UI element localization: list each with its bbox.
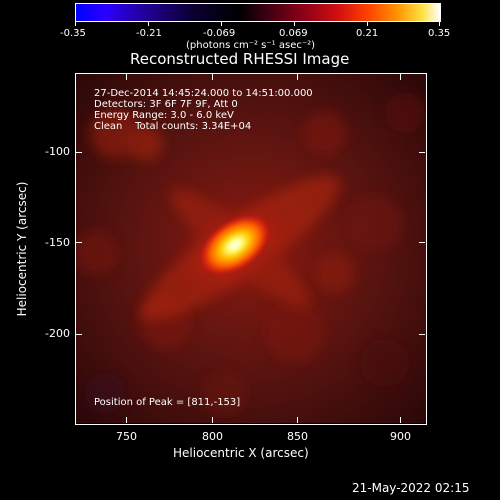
info-line-time: 27-Dec-2014 14:45:24.000 to 14:51:00.000 <box>94 88 313 99</box>
info-line-energy: Energy Range: 3.0 - 6.0 keV <box>94 110 234 121</box>
y-tick-label: -150 <box>45 236 70 249</box>
info-line-detectors: Detectors: 3F 6F 7F 9F, Att 0 <box>94 99 238 110</box>
colorbar-tick-label: -0.35 <box>60 28 86 39</box>
peak-position-label: Position of Peak = [811,-153] <box>94 397 241 408</box>
colorbar-units-label: (photons cm⁻² s⁻¹ asec⁻²) <box>186 40 316 51</box>
plot-frame <box>75 73 427 425</box>
colorbar-tick-label: -0.21 <box>136 28 162 39</box>
flare-heatmap <box>75 73 427 423</box>
colorbar-tick-label: 0.21 <box>356 28 379 39</box>
colorbar-tick-marks <box>75 21 441 27</box>
x-tick-label: 800 <box>202 430 223 443</box>
solar-image <box>75 73 427 423</box>
info-line-clean: Clean Total counts: 3.34E+04 <box>94 121 252 132</box>
x-tick-label: 900 <box>390 430 411 443</box>
y-axis-label: Heliocentric Y (arcsec) <box>15 181 29 317</box>
x-tick-label: 750 <box>116 430 137 443</box>
y-tick-label: -200 <box>45 327 70 340</box>
colorbar <box>75 3 441 22</box>
x-axis-label: Heliocentric X (arcsec) <box>173 446 309 460</box>
y-tick-label: -100 <box>45 145 70 158</box>
colorbar-tick-label: 0.35 <box>428 28 451 39</box>
colorbar-tick-label: 0.069 <box>279 28 308 39</box>
colorbar-tick-label: -0.069 <box>203 28 236 39</box>
footer-timestamp: 21-May-2022 02:15 <box>352 481 470 495</box>
plot-title: Reconstructed RHESSI Image <box>130 50 350 68</box>
x-tick-label: 850 <box>287 430 308 443</box>
